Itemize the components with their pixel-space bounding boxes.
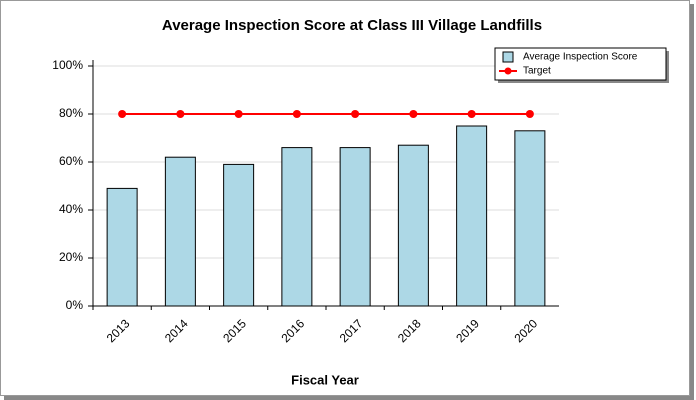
bar [339, 147, 371, 307]
bar [106, 187, 138, 307]
bar [514, 130, 546, 307]
bar [223, 163, 255, 307]
bar [164, 156, 196, 307]
legend-label: Average Inspection Score [523, 52, 638, 63]
y-tick-label: 0% [66, 298, 84, 312]
y-tick-label: 20% [59, 250, 83, 264]
legend-swatch [504, 67, 512, 75]
legend-swatch [502, 51, 514, 63]
bar [281, 147, 313, 307]
target-point [176, 110, 185, 118]
legend-label: Target [523, 66, 551, 77]
y-tick-label: 60% [59, 154, 83, 168]
y-tick-label: 100% [52, 58, 83, 72]
target-point [525, 110, 534, 118]
bar [397, 144, 429, 307]
target-point [467, 110, 476, 118]
y-tick-label: 40% [59, 202, 83, 216]
y-tick-label: 80% [59, 106, 83, 120]
target-point [292, 110, 301, 118]
target-point [234, 110, 243, 118]
target-point [409, 110, 418, 118]
target-point [351, 110, 360, 118]
chart-title: Average Inspection Score at Class III Vi… [162, 17, 542, 34]
legend [494, 47, 667, 81]
bar [456, 125, 488, 307]
x-axis-label: Fiscal Year [291, 372, 359, 387]
target-point [118, 110, 127, 118]
